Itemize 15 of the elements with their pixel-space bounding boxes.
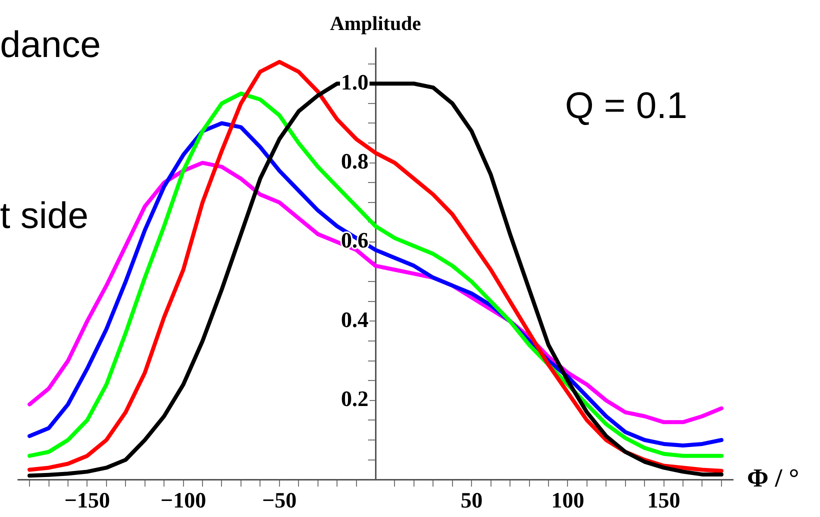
x-tick-label: −150 — [64, 487, 110, 512]
x-tick-label: −100 — [160, 487, 206, 512]
y-tick-label: 0.4 — [341, 306, 368, 332]
annotation: dance — [0, 24, 101, 65]
y-tick-label: 0.2 — [341, 386, 368, 412]
x-tick-label: 50 — [460, 487, 483, 512]
y-tick-label: 0.8 — [341, 148, 368, 174]
annotation: Q = 0.1 — [565, 85, 688, 126]
x-tick-label: 100 — [551, 487, 584, 512]
annotation: t side — [0, 195, 88, 236]
y-axis-title: Amplitude — [330, 13, 422, 35]
x-tick-label: −50 — [262, 487, 297, 512]
y-tick-label: 1.0 — [341, 69, 368, 94]
x-tick-label: 150 — [647, 487, 680, 512]
x-axis-title: Φ / ° — [747, 463, 800, 492]
